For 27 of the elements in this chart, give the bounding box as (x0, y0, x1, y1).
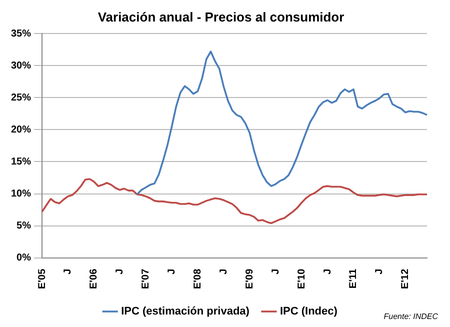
x-tick-label: J (166, 268, 178, 274)
legend-label: IPC (Indec) (280, 306, 338, 318)
y-tick-label: 25% (11, 92, 32, 104)
x-tick-label: J (114, 268, 126, 274)
y-tick-label: 30% (11, 60, 32, 72)
y-tick-label: 35% (11, 28, 32, 40)
x-tick-label: E'07 (140, 268, 152, 289)
y-tick-label: 20% (11, 124, 32, 136)
x-tick-label: J (374, 268, 386, 274)
x-tick-label: E'06 (88, 268, 100, 289)
source-note: Fuente: INDEC (384, 312, 438, 321)
x-tick-label: J (322, 268, 334, 274)
x-tick-label: E'12 (400, 268, 412, 289)
y-tick-label: 15% (11, 156, 32, 168)
x-tick-label: E'11 (348, 268, 360, 288)
y-tick-label: 5% (16, 220, 32, 232)
x-tick-label: E'09 (244, 268, 256, 289)
y-tick-label: 10% (11, 188, 32, 200)
x-tick-label: J (218, 268, 230, 274)
x-tick-label: J (270, 268, 282, 274)
legend-label: IPC (estimación privada) (121, 306, 250, 318)
chart-title: Variación anual - Precios al consumidor (98, 9, 344, 24)
x-tick-label: E'08 (192, 268, 204, 289)
y-tick-label: 0% (16, 252, 32, 264)
x-tick-label: J (62, 268, 74, 274)
x-tick-label: E'05 (36, 268, 48, 289)
x-tick-label: E'10 (296, 268, 308, 289)
